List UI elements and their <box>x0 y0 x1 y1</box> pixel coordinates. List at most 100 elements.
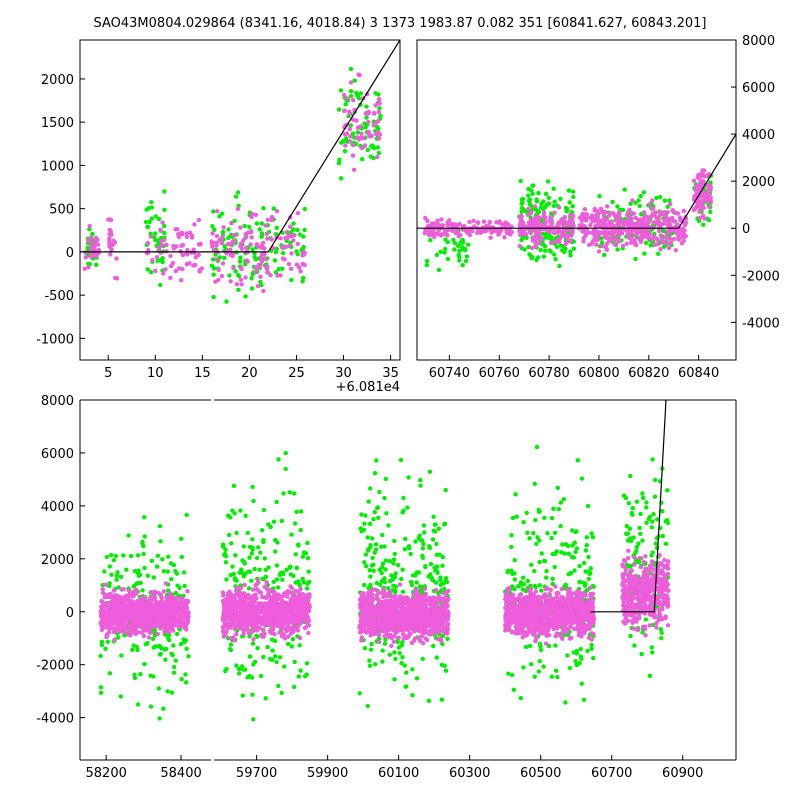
top-left-point <box>87 223 92 229</box>
top-left-point <box>291 238 296 243</box>
bottom-point <box>148 620 154 625</box>
top-left-frame <box>79 39 401 361</box>
bottom-point <box>298 615 304 620</box>
top-right-point <box>547 217 552 223</box>
top-right-point <box>458 232 463 238</box>
top-right-point <box>681 232 687 237</box>
top-left-point <box>354 118 359 123</box>
bottom-point <box>118 600 123 605</box>
bottom-point <box>652 494 658 499</box>
bottom-point <box>107 564 113 569</box>
bottom-point <box>266 565 271 570</box>
top-right-point <box>590 238 596 244</box>
top-left-point <box>179 278 184 283</box>
top-left-point <box>362 143 368 148</box>
bottom-point <box>158 599 164 604</box>
top-right-point <box>570 219 575 225</box>
bottom-point <box>634 499 640 504</box>
bottom-point <box>510 571 515 576</box>
bottom-point <box>277 655 283 660</box>
bottom-point <box>149 558 155 563</box>
top-right-point <box>673 210 678 216</box>
top-left-point <box>199 266 204 271</box>
top-left-point <box>219 273 225 279</box>
bottom-point <box>173 590 178 596</box>
top-left-point <box>233 194 239 199</box>
top-right-point <box>462 247 468 253</box>
bottom-point <box>419 538 425 543</box>
top-left-point <box>108 229 114 235</box>
bottom-point <box>177 622 182 628</box>
bottom-point <box>414 580 419 585</box>
bottom-point <box>410 667 415 672</box>
top-right-point <box>443 237 448 242</box>
bottom-point <box>375 505 381 510</box>
bottom-point <box>279 570 284 575</box>
top-left-point <box>160 259 165 265</box>
bottom-point <box>566 551 571 556</box>
bottom-point <box>99 639 105 644</box>
bottom-point <box>512 557 517 563</box>
bottom-point <box>181 570 187 575</box>
bottom-point <box>134 644 139 650</box>
bottom-point <box>420 656 425 662</box>
bottom-point <box>157 652 163 657</box>
bottom-point <box>164 595 169 601</box>
top-left-point <box>252 255 257 260</box>
bottom-point <box>162 629 167 634</box>
bottom-point <box>270 648 275 653</box>
top-left-point <box>355 125 361 130</box>
top-left-point <box>148 234 154 239</box>
top-right-point <box>543 191 549 196</box>
bottom-point <box>589 642 594 648</box>
bottom-point <box>653 541 659 546</box>
bottom-point <box>167 613 172 619</box>
top-right-point <box>666 218 671 223</box>
bottom-point <box>577 563 582 569</box>
bottom-point <box>527 536 532 541</box>
bottom-point <box>432 529 438 534</box>
bottom-point <box>140 610 145 616</box>
bottom-point <box>121 606 126 611</box>
top-right-point <box>543 235 548 240</box>
bottom-point <box>549 535 554 541</box>
top-right-point <box>664 240 669 246</box>
bottom-point <box>181 640 187 645</box>
bottom-point <box>108 611 114 616</box>
top-left-point <box>155 258 160 263</box>
top-left-point <box>148 270 154 275</box>
top-left-point <box>372 111 377 116</box>
bottom-point <box>247 608 252 613</box>
top-right-point <box>534 197 539 202</box>
top-right-point <box>652 225 657 230</box>
top-right-point <box>616 212 622 217</box>
bottom-point <box>307 594 312 599</box>
bottom-point <box>114 573 120 578</box>
top-right-point <box>526 220 532 225</box>
bottom-point <box>121 610 126 615</box>
bottom-point <box>238 592 243 597</box>
top-left-point <box>302 262 307 268</box>
bottom-point <box>120 622 126 627</box>
bottom-point <box>261 507 267 513</box>
bottom-point <box>245 604 250 609</box>
top-right-point <box>522 247 527 252</box>
top-left-point <box>295 210 301 216</box>
bottom-point <box>184 680 189 685</box>
bottom-point <box>150 636 156 641</box>
bottom-point <box>431 643 436 649</box>
top-right-point <box>470 228 475 234</box>
bottom-point <box>280 577 285 582</box>
bottom-point <box>254 633 259 638</box>
bottom-point <box>655 517 660 522</box>
top-right-point <box>424 258 430 264</box>
bottom-point <box>225 602 231 607</box>
bottom-point <box>151 674 156 679</box>
top-right-point <box>558 243 564 248</box>
bottom-point <box>126 626 131 631</box>
top-right-point <box>462 224 467 229</box>
bottom-point <box>102 620 107 625</box>
top-right-point <box>541 212 547 218</box>
bottom-point <box>221 610 227 616</box>
bottom-point <box>241 617 246 622</box>
